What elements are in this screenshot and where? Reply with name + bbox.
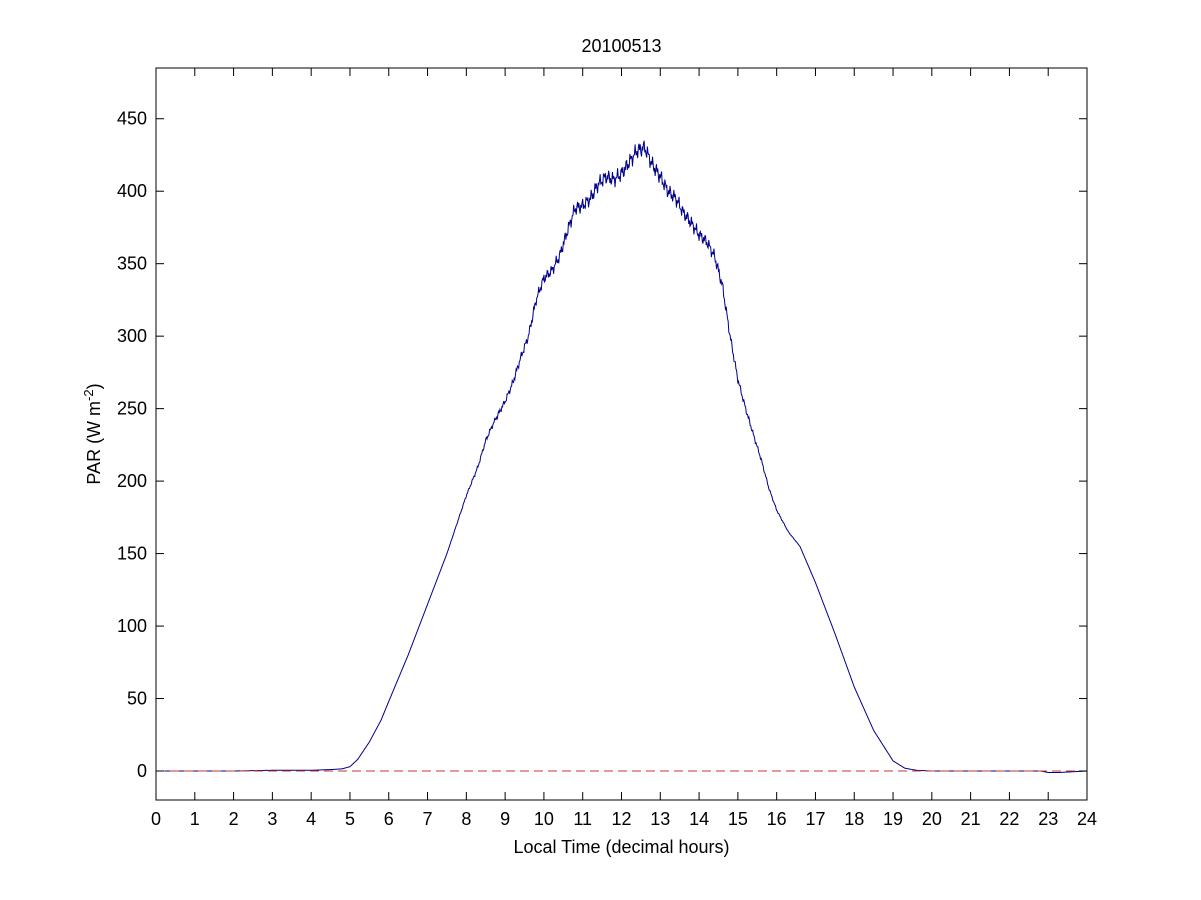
x-tick-label: 24: [1077, 809, 1097, 829]
plot-area: [156, 68, 1087, 800]
x-tick-label: 21: [961, 809, 981, 829]
x-tick-label: 23: [1038, 809, 1058, 829]
x-tick-label: 14: [689, 809, 709, 829]
axes-box: [155, 67, 1088, 801]
y-tick-label: 300: [117, 326, 147, 346]
y-axis-label: PAR (W m-2): [81, 383, 105, 484]
x-tick-label: 10: [534, 809, 554, 829]
x-axis-label: Local Time (decimal hours): [513, 837, 729, 857]
x-tick-label: 6: [384, 809, 394, 829]
tick-layer: 0 1 2 3 4 5 6 7 8 9 10 11 12 13 14 15 16 17 18 19 20 21 22 23 24…: [117, 68, 1097, 829]
y-tick-label: 400: [117, 181, 147, 201]
x-tick-label: 0: [151, 809, 161, 829]
x-tick-label: 8: [461, 809, 471, 829]
x-tick-label: 7: [423, 809, 433, 829]
x-tick-label: 16: [767, 809, 787, 829]
x-tick-label: 3: [267, 809, 277, 829]
y-tick-label: 50: [127, 689, 147, 709]
y-tick-label: 350: [117, 254, 147, 274]
x-tick-label: 1: [190, 809, 200, 829]
x-tick-label: 15: [728, 809, 748, 829]
y-axis-label-superscript: -2: [81, 389, 96, 401]
x-tick-label: 12: [611, 809, 631, 829]
chart-title: 20100513: [581, 36, 661, 56]
x-tick-label: 22: [999, 809, 1019, 829]
y-axis-label-suffix: ): [84, 383, 104, 389]
x-tick-label: 4: [306, 809, 316, 829]
y-tick-label: 100: [117, 616, 147, 636]
x-tick-label: 5: [345, 809, 355, 829]
x-tick-label: 2: [229, 809, 239, 829]
x-tick-label: 19: [883, 809, 903, 829]
x-tick-label: 11: [573, 809, 592, 829]
series-layer: [156, 140, 1088, 773]
x-tick-label: 18: [844, 809, 864, 829]
y-tick-label: 150: [117, 544, 147, 564]
y-axis-label-prefix: PAR (W m: [84, 401, 104, 485]
y-tick-label: 450: [117, 109, 147, 129]
y-tick-label: 0: [137, 761, 147, 781]
x-tick-label: 20: [922, 809, 942, 829]
y-tick-label: 200: [117, 471, 147, 491]
x-tick-label: 9: [500, 809, 510, 829]
y-tick-label: 250: [117, 399, 147, 419]
x-tick-label: 17: [805, 809, 825, 829]
x-tick-label: 13: [650, 809, 670, 829]
